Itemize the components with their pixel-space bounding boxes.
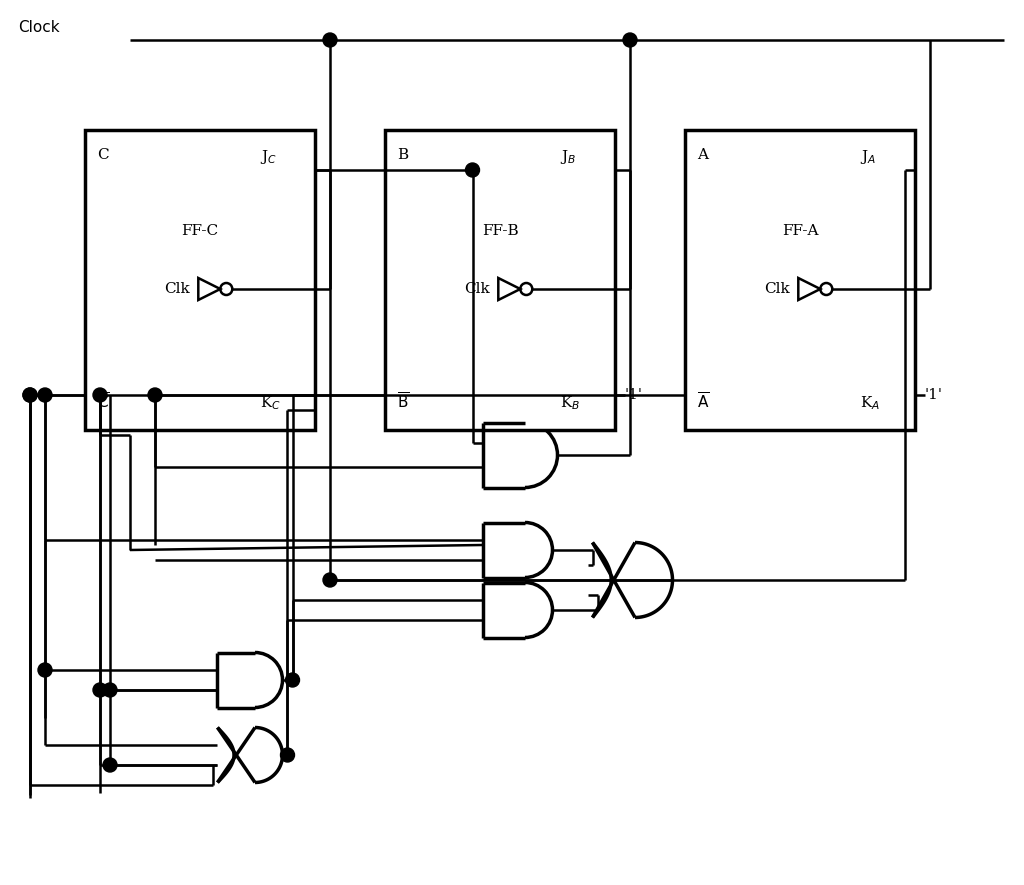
- Bar: [85, 130, 315, 430]
- Circle shape: [38, 388, 52, 402]
- Circle shape: [466, 163, 479, 177]
- Text: Clock: Clock: [18, 20, 59, 35]
- Text: FF-C: FF-C: [181, 224, 218, 238]
- Text: J$_C$: J$_C$: [260, 148, 276, 166]
- Circle shape: [286, 673, 299, 687]
- Bar: [685, 130, 915, 430]
- Circle shape: [281, 748, 295, 762]
- Circle shape: [103, 683, 117, 697]
- Circle shape: [93, 388, 106, 402]
- Text: $\overline{\rm C}$: $\overline{\rm C}$: [97, 392, 110, 412]
- Text: Clk: Clk: [165, 282, 190, 296]
- Text: Clk: Clk: [765, 282, 791, 296]
- Text: B: B: [397, 148, 409, 162]
- Circle shape: [38, 663, 52, 677]
- Text: $\overline{\rm A}$: $\overline{\rm A}$: [697, 392, 710, 412]
- Text: K$_B$: K$_B$: [560, 395, 581, 412]
- Text: '1': '1': [625, 388, 643, 402]
- Text: J$_B$: J$_B$: [560, 148, 577, 166]
- Text: K$_C$: K$_C$: [260, 395, 281, 412]
- Bar: [385, 130, 615, 430]
- Circle shape: [323, 573, 337, 587]
- Text: Clk: Clk: [465, 282, 490, 296]
- Circle shape: [23, 388, 37, 402]
- Text: A: A: [697, 148, 708, 162]
- Circle shape: [93, 683, 106, 697]
- Circle shape: [623, 33, 637, 47]
- Text: '1': '1': [925, 388, 943, 402]
- Text: C: C: [97, 148, 109, 162]
- Text: $\overline{\rm B}$: $\overline{\rm B}$: [397, 392, 410, 412]
- Circle shape: [103, 758, 117, 772]
- Circle shape: [23, 388, 37, 402]
- Circle shape: [148, 388, 162, 402]
- Text: FF-B: FF-B: [481, 224, 518, 238]
- Text: K$_A$: K$_A$: [860, 395, 880, 412]
- Circle shape: [323, 33, 337, 47]
- Text: J$_A$: J$_A$: [860, 148, 877, 166]
- Text: FF-A: FF-A: [781, 224, 818, 238]
